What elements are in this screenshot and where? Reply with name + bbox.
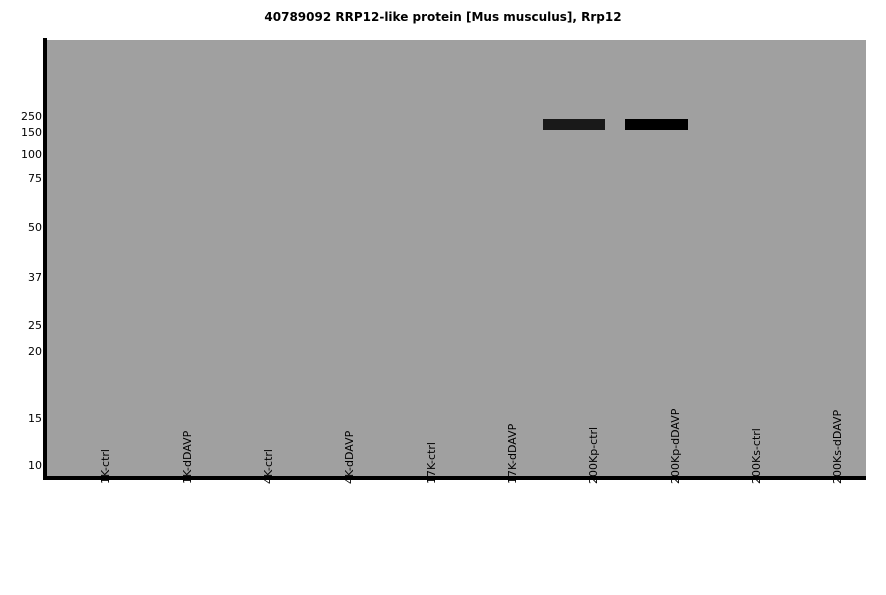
x-tick-label: 1K-ctrl — [99, 449, 112, 484]
x-tick-label: 17K-ctrl — [425, 442, 438, 484]
y-tick-label: 20 — [28, 345, 42, 358]
y-tick-label: 15 — [28, 412, 42, 425]
x-tick-label: 4K-ctrl — [262, 449, 275, 484]
protein-band — [543, 119, 605, 130]
y-tick-label: 37 — [28, 271, 42, 284]
y-tick-label: 100 — [21, 148, 42, 161]
protein-band — [625, 119, 688, 130]
x-tick-label: 200Ks-ctrl — [750, 428, 763, 484]
y-axis-labels: 250 150 100 75 50 37 25 20 15 10 — [0, 0, 45, 595]
x-tick-label: 200Ks-dDAVP — [831, 409, 844, 484]
x-tick-label: 1K-dDAVP — [181, 430, 194, 484]
y-tick-label: 25 — [28, 319, 42, 332]
blot-plot-area — [47, 40, 866, 478]
x-tick-label: 200Kp-dDAVP — [669, 408, 682, 484]
y-tick-label: 250 — [21, 110, 42, 123]
y-tick-label: 10 — [28, 459, 42, 472]
x-tick-label: 200Kp-ctrl — [587, 426, 600, 484]
x-tick-label: 4K-dDAVP — [343, 430, 356, 484]
y-axis-line — [43, 38, 47, 480]
y-tick-label: 75 — [28, 172, 42, 185]
x-tick-label: 17K-dDAVP — [506, 423, 519, 484]
page-title: 40789092 RRP12-like protein [Mus musculu… — [264, 10, 622, 24]
x-axis-line — [43, 476, 866, 480]
y-tick-label: 50 — [28, 221, 42, 234]
y-tick-label: 150 — [21, 126, 42, 139]
